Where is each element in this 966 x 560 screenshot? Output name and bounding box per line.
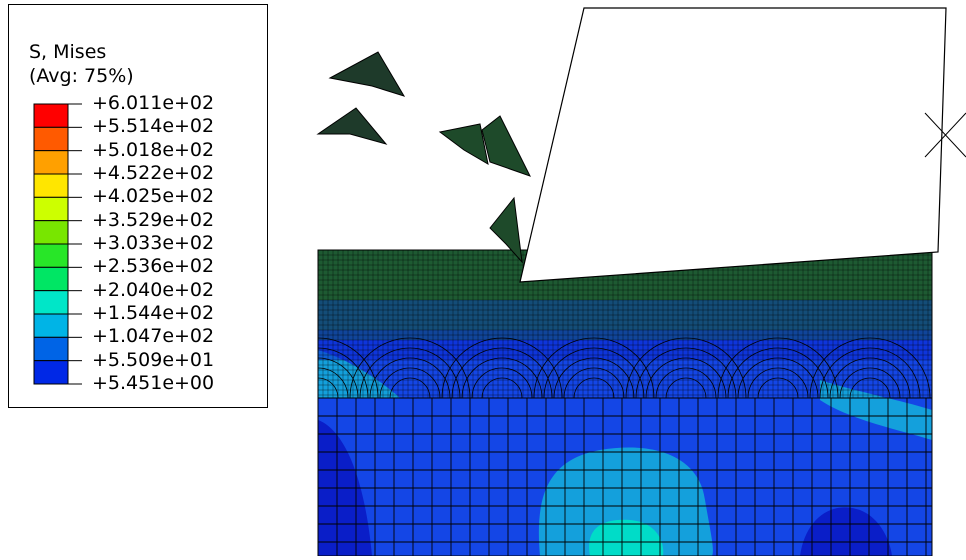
chips xyxy=(316,51,531,264)
legend-swatch xyxy=(33,336,69,362)
refinement-arc xyxy=(819,347,921,399)
legend-value: +1.544e+02 xyxy=(92,302,215,324)
chip-3 xyxy=(438,123,489,165)
tool-outline xyxy=(519,7,947,283)
legend-swatch xyxy=(33,243,69,268)
refinement-arc xyxy=(543,347,645,399)
legend-value: +2.040e+02 xyxy=(92,278,215,301)
legend-value: +4.025e+02 xyxy=(92,185,215,208)
refinement-arc xyxy=(635,347,737,399)
refinement-arc xyxy=(359,347,461,399)
legend-value: +2.536e+02 xyxy=(92,255,215,278)
legend-colorbar xyxy=(33,103,82,385)
refinement-arc xyxy=(379,367,441,399)
chip-1 xyxy=(328,51,406,97)
workpiece xyxy=(317,249,933,557)
contour-cyan-center xyxy=(589,519,664,556)
legend-swatch xyxy=(33,313,69,338)
legend-value: +4.522e+02 xyxy=(92,162,215,184)
legend-swatch xyxy=(33,360,69,385)
legend-swatch xyxy=(33,266,69,292)
refinement-arc xyxy=(318,357,359,399)
refinement-arc xyxy=(655,367,717,399)
legend-value: +5.509e+01 xyxy=(92,348,215,371)
legend-value: +5.514e+02 xyxy=(92,115,215,138)
refinement-arc xyxy=(318,337,379,399)
stress-contours xyxy=(318,250,932,556)
refinement-arc xyxy=(318,367,349,399)
chip-2 xyxy=(316,107,388,145)
chip-5 xyxy=(489,196,523,264)
refinement-arc xyxy=(451,347,553,399)
refinement-arc xyxy=(349,337,471,399)
legend-value: +3.529e+02 xyxy=(92,208,215,231)
legend-value: +1.047e+02 xyxy=(92,325,215,348)
legend-value: +6.011e+02 xyxy=(92,92,215,114)
refinement-arc xyxy=(625,337,747,399)
legend-title: S, Mises xyxy=(29,41,107,63)
cutting-tool xyxy=(519,7,966,283)
refinement-arc xyxy=(563,367,625,399)
refinement-arc xyxy=(809,337,931,399)
legend-swatch xyxy=(33,196,69,222)
legend-subtitle: (Avg: 75%) xyxy=(29,65,134,87)
refinement-arc xyxy=(369,357,451,399)
legend-value: +5.018e+02 xyxy=(92,138,215,161)
refinement-arc xyxy=(645,357,727,399)
tool-reference-mark xyxy=(924,112,966,158)
mesh-grid xyxy=(318,397,932,556)
contour-light-left xyxy=(318,350,400,398)
legend-swatch xyxy=(33,126,69,152)
chip-4 xyxy=(481,115,531,177)
legend-swatch xyxy=(33,103,69,128)
legend-swatch xyxy=(33,220,69,245)
legend-swatch xyxy=(33,150,69,175)
legend-swatch xyxy=(33,290,69,315)
contour-light-center xyxy=(538,447,713,556)
refinement-arc xyxy=(839,367,901,399)
refinement-arc xyxy=(829,357,911,399)
legend-value: +3.033e+02 xyxy=(92,232,215,254)
refinement-arc xyxy=(471,367,533,399)
legend-swatch xyxy=(33,173,69,198)
legend-value: +5.451e+00 xyxy=(92,372,215,394)
